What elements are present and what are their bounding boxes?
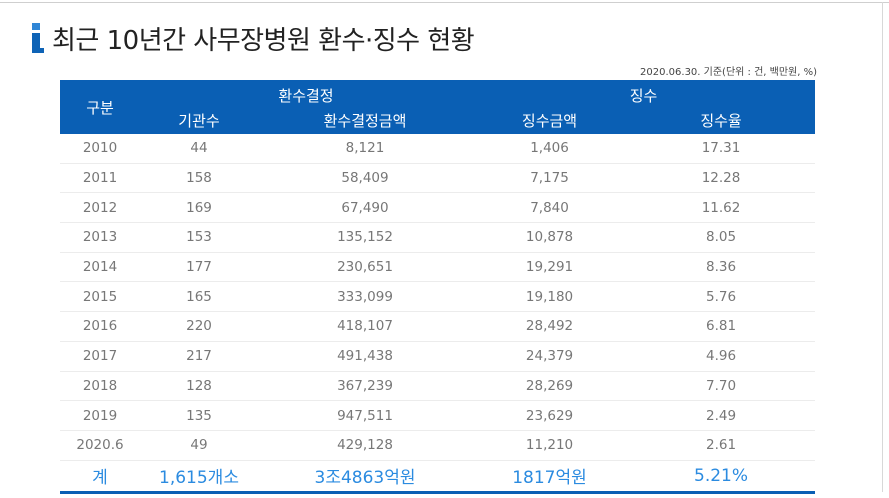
collection-rate-cell: 2.49 bbox=[627, 400, 816, 431]
collected-amount-cell: 10,878 bbox=[472, 222, 628, 253]
table-row: 2012 169 67,490 7,840 11.62 bbox=[60, 192, 816, 224]
total-institutions: 1,615개소 bbox=[140, 460, 258, 494]
refund-amount-cell: 333,099 bbox=[258, 281, 473, 313]
institutions-cell: 49 bbox=[140, 430, 258, 461]
collected-amount-cell: 7,840 bbox=[472, 192, 628, 224]
refund-amount-cell: 58,409 bbox=[258, 163, 473, 194]
header-institutions: 기관수 bbox=[140, 106, 258, 134]
page-title: 최근 10년간 사무장병원 환수·징수 현황 bbox=[52, 25, 475, 56]
collection-rate-cell: 12.28 bbox=[627, 163, 816, 194]
institutions-cell: 158 bbox=[140, 163, 258, 194]
collection-rate-cell: 4.96 bbox=[627, 341, 816, 372]
table-row: 2015 165 333,099 19,180 5.76 bbox=[60, 281, 816, 313]
collected-amount-cell: 1,406 bbox=[472, 134, 628, 164]
total-collection-rate: 5.21% bbox=[627, 460, 816, 494]
header-collection-rate: 징수율 bbox=[627, 106, 816, 134]
collected-amount-cell: 19,291 bbox=[472, 252, 628, 283]
refund-amount-cell: 418,107 bbox=[258, 311, 473, 342]
collection-rate-cell: 2.61 bbox=[627, 430, 816, 461]
total-row: 계 1,615개소 3조4863억원 1817억원 5.21% bbox=[60, 460, 816, 494]
collection-rate-cell: 11.62 bbox=[627, 192, 816, 224]
refund-amount-cell: 491,438 bbox=[258, 341, 473, 372]
collection-rate-cell: 17.31 bbox=[627, 134, 816, 164]
collected-amount-cell: 7,175 bbox=[472, 163, 628, 194]
institutions-cell: 135 bbox=[140, 400, 258, 431]
year-cell: 2013 bbox=[60, 222, 140, 253]
table-row: 2010 44 8,121 1,406 17.31 bbox=[60, 134, 816, 164]
year-cell: 2015 bbox=[60, 281, 140, 313]
refund-amount-cell: 135,152 bbox=[258, 222, 473, 253]
refund-amount-cell: 947,511 bbox=[258, 400, 473, 431]
reference-note: 2020.06.30. 기준(단위 : 건, 백만원, %) bbox=[640, 67, 817, 78]
year-cell: 2010 bbox=[60, 134, 140, 164]
table-row: 2018 128 367,239 28,269 7.70 bbox=[60, 371, 816, 402]
refund-amount-cell: 230,651 bbox=[258, 252, 473, 283]
table-row: 2019 135 947,511 23,629 2.49 bbox=[60, 400, 816, 431]
right-divider bbox=[882, 2, 883, 492]
table-row: 2020.6 49 429,128 11,210 2.61 bbox=[60, 430, 816, 461]
table-row: 2014 177 230,651 19,291 8.36 bbox=[60, 252, 816, 283]
collection-rate-cell: 5.76 bbox=[627, 281, 816, 313]
refund-collection-table: 구분 환수결정 징수 기관수 환수결정금액 징수금액 징수율 2010 44 8,1… bbox=[60, 80, 816, 494]
title-row: 최근 10년간 사무장병원 환수·징수 현황 bbox=[30, 20, 475, 56]
header-category: 구분 bbox=[60, 80, 140, 134]
table-row: 2017 217 491,438 24,379 4.96 bbox=[60, 341, 816, 372]
institutions-cell: 153 bbox=[140, 222, 258, 253]
year-cell: 2011 bbox=[60, 163, 140, 194]
institutions-cell: 169 bbox=[140, 192, 258, 224]
year-cell: 2016 bbox=[60, 311, 140, 342]
institutions-cell: 128 bbox=[140, 371, 258, 402]
i-logo-icon bbox=[30, 23, 44, 53]
year-cell: 2017 bbox=[60, 341, 140, 372]
collection-rate-cell: 7.70 bbox=[627, 371, 816, 402]
collected-amount-cell: 11,210 bbox=[472, 430, 628, 461]
header-group-refund: 환수결정 bbox=[140, 80, 473, 106]
refund-amount-cell: 67,490 bbox=[258, 192, 473, 224]
table-body: 2010 44 8,121 1,406 17.31 2011 158 58,409 7,175 1… bbox=[60, 134, 816, 494]
collection-rate-cell: 8.05 bbox=[627, 222, 816, 253]
refund-amount-cell: 8,121 bbox=[258, 134, 473, 164]
institutions-cell: 217 bbox=[140, 341, 258, 372]
total-label: 계 bbox=[60, 460, 140, 494]
institutions-cell: 165 bbox=[140, 281, 258, 313]
collected-amount-cell: 23,629 bbox=[472, 400, 628, 431]
year-cell: 2012 bbox=[60, 192, 140, 224]
header-group-collect: 징수 bbox=[472, 80, 816, 106]
institutions-cell: 177 bbox=[140, 252, 258, 283]
total-collected-amount: 1817억원 bbox=[472, 460, 628, 494]
year-cell: 2018 bbox=[60, 371, 140, 402]
collected-amount-cell: 19,180 bbox=[472, 281, 628, 313]
collected-amount-cell: 28,492 bbox=[472, 311, 628, 342]
year-cell: 2014 bbox=[60, 252, 140, 283]
institutions-cell: 220 bbox=[140, 311, 258, 342]
top-divider bbox=[0, 2, 889, 3]
header-refund-amount: 환수결정금액 bbox=[258, 106, 473, 134]
collected-amount-cell: 28,269 bbox=[472, 371, 628, 402]
collection-rate-cell: 8.36 bbox=[627, 252, 816, 283]
table-row: 2016 220 418,107 28,492 6.81 bbox=[60, 311, 816, 342]
table-row: 2011 158 58,409 7,175 12.28 bbox=[60, 163, 816, 194]
collection-rate-cell: 6.81 bbox=[627, 311, 816, 342]
refund-amount-cell: 429,128 bbox=[258, 430, 473, 461]
total-refund-amount: 3조4863억원 bbox=[258, 460, 473, 494]
institutions-cell: 44 bbox=[140, 134, 258, 164]
year-cell: 2020.6 bbox=[60, 430, 140, 461]
table-row: 2013 153 135,152 10,878 8.05 bbox=[60, 222, 816, 253]
collected-amount-cell: 24,379 bbox=[472, 341, 628, 372]
refund-amount-cell: 367,239 bbox=[258, 371, 473, 402]
header-collected-amount: 징수금액 bbox=[472, 106, 628, 134]
table-header: 구분 환수결정 징수 기관수 환수결정금액 징수금액 징수율 bbox=[60, 80, 816, 134]
year-cell: 2019 bbox=[60, 400, 140, 431]
